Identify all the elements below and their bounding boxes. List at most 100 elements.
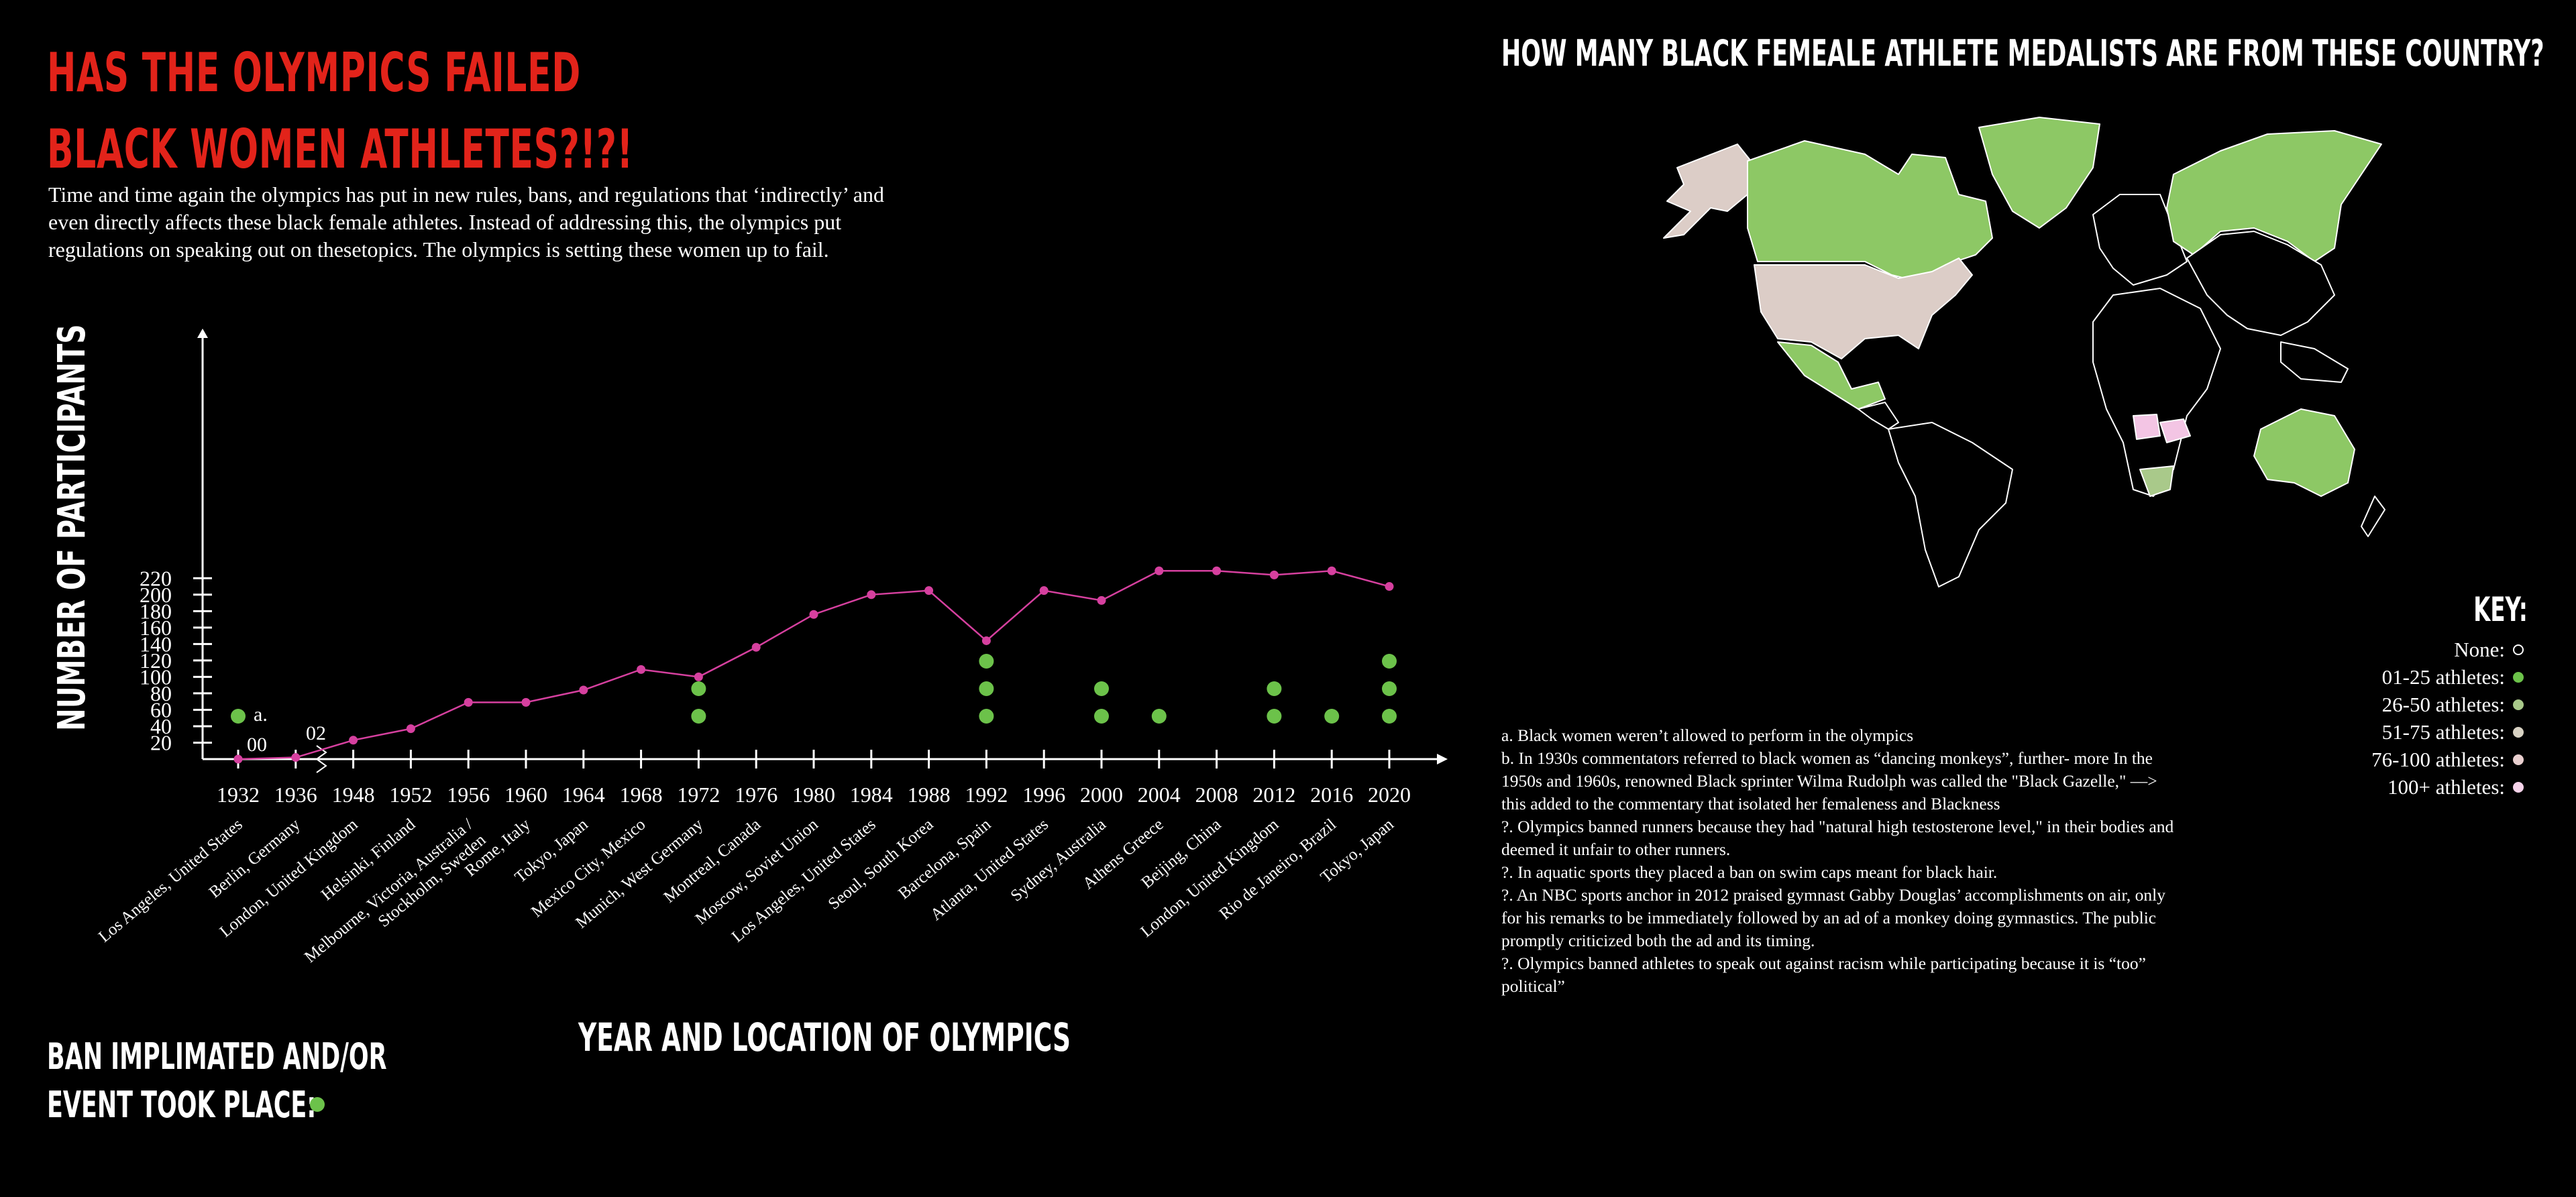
key-item: 51-75 athletes: bbox=[2371, 718, 2524, 746]
x-tick-year: 1984 bbox=[850, 783, 893, 807]
world-map bbox=[1663, 117, 2385, 587]
x-tick-year: 1972 bbox=[677, 783, 720, 807]
key-title: KEY: bbox=[2473, 590, 2528, 629]
participants-point bbox=[579, 685, 588, 695]
map-asia bbox=[2186, 231, 2335, 336]
x-tick-year: 2020 bbox=[1368, 783, 1411, 807]
map-central-america bbox=[1858, 402, 1899, 430]
key-item: 100+ athletes: bbox=[2371, 773, 2524, 801]
x-tick-year: 1936 bbox=[274, 783, 317, 807]
x-tick-year: 1956 bbox=[447, 783, 490, 807]
key-item-label: 01-25 athletes: bbox=[2381, 665, 2505, 689]
key-item: 76-100 athletes: bbox=[2371, 746, 2524, 773]
note-item: ?. In aquatic sports they placed a ban o… bbox=[1501, 862, 1998, 882]
headline-line-1: HAS THE OLYMPICS FAILED bbox=[47, 42, 582, 104]
map-usa bbox=[1754, 258, 1973, 359]
y-tick-label: 200 bbox=[140, 583, 172, 607]
x-tick-year: 1968 bbox=[620, 783, 663, 807]
key-item: 26-50 athletes: bbox=[2371, 691, 2524, 718]
x-tick-year: 2016 bbox=[1310, 783, 1353, 807]
note-item: ?. Olympics banned runners because they … bbox=[1501, 817, 2174, 859]
annotation-02: 02 bbox=[306, 722, 326, 744]
x-location-label: Montreal, Canada bbox=[660, 815, 764, 907]
annotation-00: 00 bbox=[247, 734, 267, 756]
ban-dot bbox=[691, 681, 706, 696]
participants-point bbox=[1155, 566, 1164, 575]
ban-legend-line-1: BAN IMPLIMATED AND/OR bbox=[47, 1035, 387, 1078]
x-tick-year: 1980 bbox=[792, 783, 835, 807]
map-zambia bbox=[2159, 418, 2191, 443]
x-axis-arrow bbox=[1437, 754, 1448, 764]
key-item-label: None: bbox=[2454, 637, 2505, 661]
participants-point bbox=[924, 586, 934, 595]
x-location-label: Sydney, Australia bbox=[1008, 815, 1110, 905]
ban-dot bbox=[1324, 709, 1340, 724]
ban-dot bbox=[1151, 709, 1167, 724]
y-tick-label: 60 bbox=[150, 697, 172, 722]
x-tick-year: 1932 bbox=[217, 783, 260, 807]
ban-legend-dot bbox=[310, 1097, 325, 1112]
participants-point bbox=[233, 754, 243, 764]
ban-dot bbox=[691, 709, 706, 724]
participants-point bbox=[521, 697, 531, 707]
y-tick-label: 120 bbox=[140, 648, 172, 673]
map-south-africa bbox=[2139, 465, 2174, 497]
y-axis-title: NUMBER OF PARTICIPANTS bbox=[50, 325, 93, 731]
ban-legend-label: BAN IMPLIMATED AND/OR EVENT TOOK PLACE: bbox=[47, 1033, 387, 1129]
map-russia bbox=[2166, 130, 2382, 262]
key-item: None: bbox=[2371, 636, 2524, 663]
map-title: HOW MANY BLACK FEMEALE ATHLETE MEDALISTS… bbox=[1501, 32, 2544, 74]
y-tick-label: 160 bbox=[140, 616, 172, 640]
x-location-label: Seoul, South Korea bbox=[825, 815, 937, 913]
key-item-label: 51-75 athletes: bbox=[2381, 720, 2505, 744]
participants-point bbox=[1385, 582, 1394, 591]
map-new-zealand bbox=[2361, 496, 2385, 537]
notes-list: a. Black women weren’t allowed to perfor… bbox=[1501, 724, 2179, 998]
ban-dot bbox=[231, 709, 246, 724]
ban-dot bbox=[1094, 681, 1109, 696]
ban-dot bbox=[979, 681, 994, 696]
map-mexico bbox=[1777, 341, 1886, 410]
ban-dot bbox=[979, 654, 994, 669]
ban-dot bbox=[1382, 654, 1397, 669]
ban-dot bbox=[1267, 681, 1282, 696]
x-tick-year: 2000 bbox=[1080, 783, 1123, 807]
y-axis-arrow bbox=[197, 329, 208, 338]
y-tick-label: 220 bbox=[140, 566, 172, 590]
ban-dot bbox=[1382, 681, 1397, 696]
x-tick-year: 1988 bbox=[908, 783, 951, 807]
x-tick-year: 2004 bbox=[1138, 783, 1181, 807]
note-item: a. Black women weren’t allowed to perfor… bbox=[1501, 726, 1914, 745]
note-item: b. In 1930s commentators referred to bla… bbox=[1501, 748, 2157, 813]
participants-point bbox=[1212, 566, 1222, 575]
key-item-swatch bbox=[2513, 754, 2524, 765]
participants-point bbox=[981, 636, 991, 645]
map-greenland bbox=[1978, 117, 2100, 229]
participants-point bbox=[694, 672, 703, 681]
participants-point bbox=[637, 665, 646, 674]
y-tick-label: 80 bbox=[150, 681, 172, 705]
ban-dot bbox=[1382, 709, 1397, 724]
y-tick-label: 140 bbox=[140, 632, 172, 656]
participants-point bbox=[406, 724, 415, 734]
map-southeast-asia bbox=[2280, 341, 2349, 383]
participants-point bbox=[751, 642, 761, 652]
headline: HAS THE OLYMPICS FAILED BLACK WOMEN ATHL… bbox=[47, 35, 633, 188]
map-alaska bbox=[1663, 144, 1752, 239]
x-axis-title: YEAR AND LOCATION OF OLYMPICS bbox=[578, 1015, 1071, 1060]
key-item-swatch bbox=[2513, 781, 2524, 793]
participants-point bbox=[464, 697, 473, 707]
map-canada bbox=[1747, 140, 1993, 282]
participants-point bbox=[349, 736, 358, 745]
participants-point bbox=[867, 590, 876, 600]
key-item-swatch bbox=[2513, 671, 2524, 683]
ban-dot bbox=[979, 709, 994, 724]
key-item-swatch bbox=[2513, 644, 2524, 655]
key-item-swatch bbox=[2513, 699, 2524, 710]
note-item: ?. Olympics banned athletes to speak out… bbox=[1501, 954, 2146, 996]
intro-paragraph: Time and time again the olympics has put… bbox=[48, 182, 884, 262]
x-tick-year: 1992 bbox=[965, 783, 1008, 807]
headline-line-2: BLACK WOMEN ATHLETES?!?! bbox=[47, 118, 633, 180]
y-tick-label: 20 bbox=[150, 730, 172, 754]
